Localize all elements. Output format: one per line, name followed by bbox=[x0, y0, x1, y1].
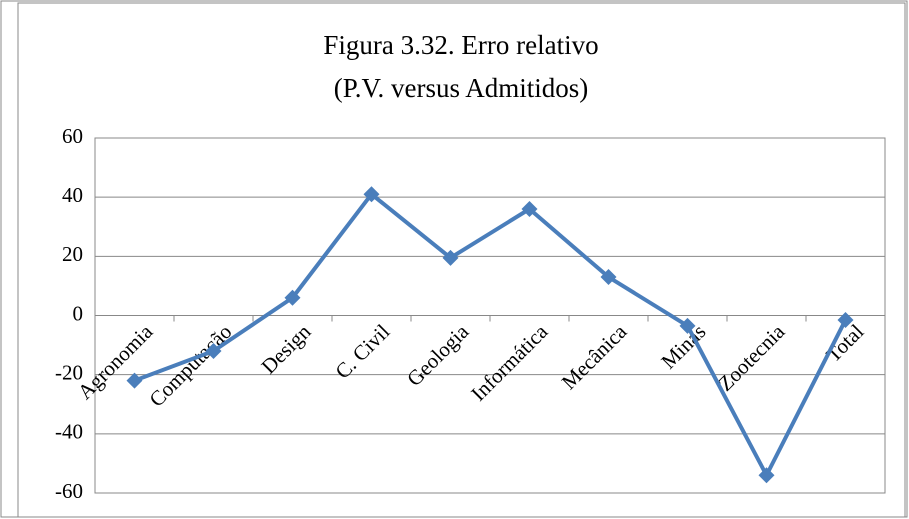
line-series bbox=[133, 192, 848, 478]
point-marker bbox=[284, 289, 301, 306]
point-marker bbox=[205, 343, 222, 359]
point-marker bbox=[600, 269, 617, 286]
point-marker bbox=[442, 249, 459, 266]
point-marker bbox=[363, 186, 380, 203]
chart-title: (P.V. versus Admitidos) bbox=[334, 73, 589, 103]
point-marker bbox=[679, 317, 696, 334]
y-tick-label: -60 bbox=[55, 479, 83, 503]
point-marker bbox=[758, 467, 775, 484]
point-marker bbox=[126, 372, 143, 389]
y-tick-label: -20 bbox=[55, 360, 83, 384]
y-tick-label: 20 bbox=[62, 242, 83, 266]
point-marker bbox=[837, 311, 854, 328]
y-tick-label: -40 bbox=[55, 420, 83, 444]
point-marker bbox=[521, 201, 538, 217]
y-tick-label: 40 bbox=[62, 183, 83, 207]
chart-title: Figura 3.32. Erro relativo bbox=[323, 30, 598, 60]
y-tick-label: 0 bbox=[73, 301, 84, 325]
y-tick-label: 60 bbox=[62, 124, 83, 148]
chart-frame bbox=[17, 2, 906, 518]
